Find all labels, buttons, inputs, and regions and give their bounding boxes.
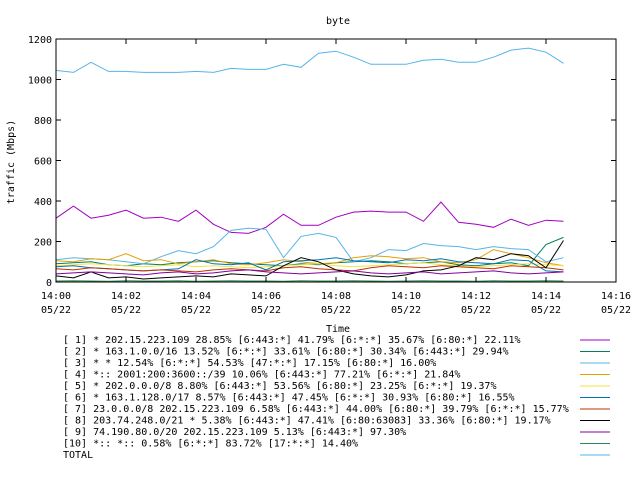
x-tick-label-time: 14:06 <box>251 291 281 302</box>
x-tick-label-time: 14:14 <box>531 291 561 302</box>
y-tick-label: 800 <box>34 116 52 127</box>
x-tick-label-date: 05/22 <box>251 305 281 316</box>
x-tick-label-date: 05/22 <box>601 305 631 316</box>
legend-entry-label: [ 9] 74.190.80.0/20 202.15.223.109 5.13%… <box>63 427 406 438</box>
x-tick-label-date: 05/22 <box>391 305 421 316</box>
legend-entry-label: TOTAL <box>63 450 93 461</box>
legend-entry-label: [ 5] * 202.0.0.0/8 8.80% [6:443:*] 53.56… <box>63 381 496 392</box>
plot-frame <box>55 38 617 283</box>
legend-entry-label: [ 7] 23.0.0.0/8 202.15.223.109 6.58% [6:… <box>63 404 569 415</box>
x-tick-label-time: 14:04 <box>181 291 211 302</box>
x-tick-label-date: 05/22 <box>111 305 141 316</box>
chart-title: byte <box>326 16 350 27</box>
legend: [ 1] * 202.15.223.109 28.85% [6:443:*] 4… <box>63 335 610 461</box>
x-tick-label-date: 05/22 <box>321 305 351 316</box>
y-axis-ticks: 0 200 400 600 800 1000 1200 <box>28 35 616 289</box>
x-axis-ticks: 14:00 05/22 14:02 05/22 14:04 05/22 14:06 05/22… <box>41 39 631 316</box>
x-axis-label: Time <box>326 324 350 335</box>
x-tick-label-time: 14:02 <box>111 291 141 302</box>
series-line <box>55 262 564 269</box>
x-tick-label-date: 05/22 <box>461 305 491 316</box>
series-line <box>55 201 564 234</box>
x-tick-label-date: 05/22 <box>41 305 71 316</box>
series-line <box>55 240 564 280</box>
y-axis-label: traffic (Mbps) <box>6 120 17 204</box>
x-tick-label-time: 14:00 <box>41 291 71 302</box>
y-tick-label: 200 <box>34 238 52 249</box>
y-tick-label: 1000 <box>28 76 52 87</box>
legend-entry-label: [10] *:: *:: 0.58% [6:*:*] 83.72% [17:*:… <box>63 439 358 450</box>
series-layer <box>55 47 564 282</box>
y-tick-label: 0 <box>46 278 52 289</box>
series-line <box>55 236 564 267</box>
x-tick-label-date: 05/22 <box>531 305 561 316</box>
series-line <box>55 47 564 73</box>
series-line <box>55 265 564 273</box>
y-tick-label: 1200 <box>28 35 52 46</box>
legend-entry-label: [ 3] * * 12.54% [6:*:*] 54.53% [47:*:*] … <box>63 358 436 369</box>
x-tick-label-time: 14:16 <box>601 291 631 302</box>
legend-entry-label: [ 1] * 202.15.223.109 28.85% [6:443:*] 4… <box>63 335 521 346</box>
x-tick-label-time: 14:10 <box>391 291 421 302</box>
y-tick-label: 600 <box>34 157 52 168</box>
series-line <box>55 227 564 265</box>
x-tick-label-time: 14:08 <box>321 291 351 302</box>
x-tick-label-time: 14:12 <box>461 291 491 302</box>
x-tick-label-date: 05/22 <box>181 305 211 316</box>
y-tick-label: 400 <box>34 197 52 208</box>
legend-entry-label: [ 2] * 163.1.0.0/16 13.52% [6:*:*] 33.61… <box>63 347 509 358</box>
legend-entry-label: [ 4] *:: 2001:200:3600::/39 10.06% [6:44… <box>63 370 460 381</box>
legend-entry-label: [ 8] 203.74.248.0/21 * 5.38% [6:443:*] 4… <box>63 416 551 427</box>
legend-entry-label: [ 6] * 163.1.128.0/17 8.57% [6:443:*] 47… <box>63 393 515 404</box>
series-line <box>55 269 564 276</box>
